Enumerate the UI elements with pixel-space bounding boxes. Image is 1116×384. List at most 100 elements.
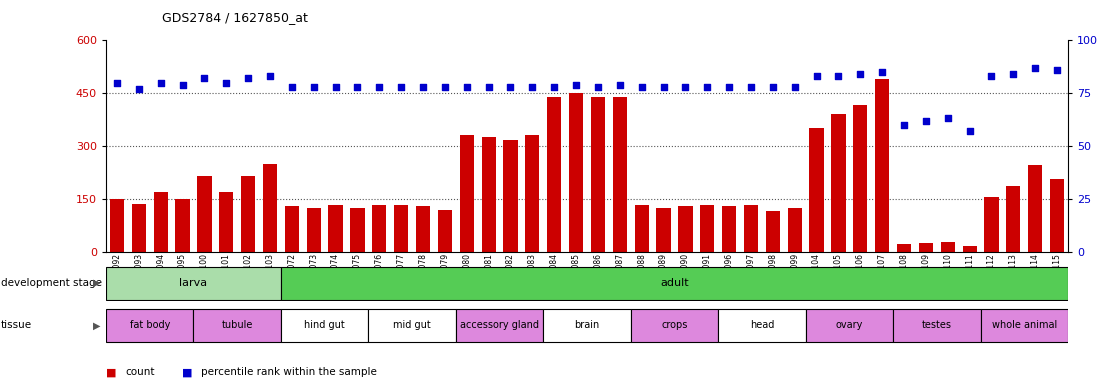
- Point: [1048, 67, 1066, 73]
- Point: [961, 128, 979, 134]
- Bar: [809, 128, 824, 252]
- FancyBboxPatch shape: [719, 309, 806, 342]
- Point: [327, 84, 345, 90]
- Bar: [132, 204, 146, 252]
- Point: [589, 84, 607, 90]
- Point: [1027, 65, 1045, 71]
- Bar: [416, 207, 430, 252]
- Text: fat body: fat body: [129, 320, 170, 331]
- Point: [1004, 71, 1022, 77]
- Text: adult: adult: [661, 278, 689, 288]
- Point: [195, 75, 213, 81]
- Point: [239, 75, 257, 81]
- Point: [742, 84, 760, 90]
- Text: testes: testes: [922, 320, 952, 331]
- Text: hind gut: hind gut: [305, 320, 345, 331]
- Point: [501, 84, 519, 90]
- Point: [152, 79, 170, 86]
- Bar: [766, 211, 780, 252]
- Bar: [788, 207, 801, 252]
- Bar: [590, 97, 605, 252]
- Point: [895, 122, 913, 128]
- Point: [129, 86, 147, 92]
- Bar: [744, 205, 758, 252]
- Bar: [373, 205, 386, 252]
- Text: ■: ■: [106, 367, 116, 377]
- Point: [480, 84, 498, 90]
- Text: ▶: ▶: [93, 320, 100, 331]
- Point: [174, 82, 192, 88]
- Text: accessory gland: accessory gland: [460, 320, 539, 331]
- Bar: [526, 136, 539, 252]
- Text: head: head: [750, 320, 775, 331]
- Bar: [109, 199, 124, 252]
- Bar: [460, 136, 474, 252]
- Bar: [984, 197, 999, 252]
- Point: [392, 84, 410, 90]
- Point: [436, 84, 454, 90]
- Text: larva: larva: [180, 278, 208, 288]
- Point: [348, 84, 366, 90]
- Point: [283, 84, 301, 90]
- FancyBboxPatch shape: [455, 309, 543, 342]
- Bar: [1050, 179, 1065, 252]
- Point: [218, 79, 235, 86]
- FancyBboxPatch shape: [631, 309, 719, 342]
- Text: tissue: tissue: [1, 320, 32, 331]
- FancyBboxPatch shape: [193, 309, 281, 342]
- Bar: [263, 164, 277, 252]
- Point: [371, 84, 388, 90]
- Point: [699, 84, 716, 90]
- Text: ovary: ovary: [836, 320, 863, 331]
- Bar: [635, 205, 648, 252]
- Bar: [854, 106, 867, 252]
- Bar: [503, 140, 518, 252]
- FancyBboxPatch shape: [893, 309, 981, 342]
- Text: ■: ■: [182, 367, 192, 377]
- Bar: [394, 205, 408, 252]
- Bar: [700, 205, 714, 252]
- Text: brain: brain: [575, 320, 599, 331]
- Text: count: count: [125, 367, 154, 377]
- Bar: [481, 137, 496, 252]
- FancyBboxPatch shape: [281, 309, 368, 342]
- Point: [720, 84, 738, 90]
- Point: [655, 84, 673, 90]
- Bar: [547, 97, 561, 252]
- Bar: [1007, 186, 1020, 252]
- FancyBboxPatch shape: [106, 309, 193, 342]
- Point: [676, 84, 694, 90]
- Point: [610, 82, 628, 88]
- Bar: [875, 79, 889, 252]
- Bar: [831, 114, 846, 252]
- Point: [305, 84, 323, 90]
- Point: [633, 84, 651, 90]
- Bar: [918, 243, 933, 252]
- Point: [567, 82, 585, 88]
- Point: [414, 84, 432, 90]
- Point: [458, 84, 475, 90]
- Text: ▶: ▶: [93, 278, 100, 288]
- Bar: [1028, 165, 1042, 252]
- Bar: [679, 207, 693, 252]
- Point: [808, 73, 826, 79]
- FancyBboxPatch shape: [368, 309, 455, 342]
- Point: [917, 118, 935, 124]
- Bar: [241, 176, 256, 252]
- Bar: [722, 207, 737, 252]
- Bar: [613, 97, 627, 252]
- Point: [108, 79, 126, 86]
- Text: crops: crops: [662, 320, 687, 331]
- Bar: [175, 199, 190, 252]
- Bar: [285, 206, 299, 252]
- Point: [546, 84, 564, 90]
- Point: [523, 84, 541, 90]
- Point: [939, 115, 956, 121]
- Point: [982, 73, 1000, 79]
- Bar: [198, 176, 212, 252]
- Point: [261, 73, 279, 79]
- Text: percentile rank within the sample: percentile rank within the sample: [201, 367, 377, 377]
- Bar: [897, 244, 911, 252]
- Point: [764, 84, 782, 90]
- Bar: [941, 242, 955, 252]
